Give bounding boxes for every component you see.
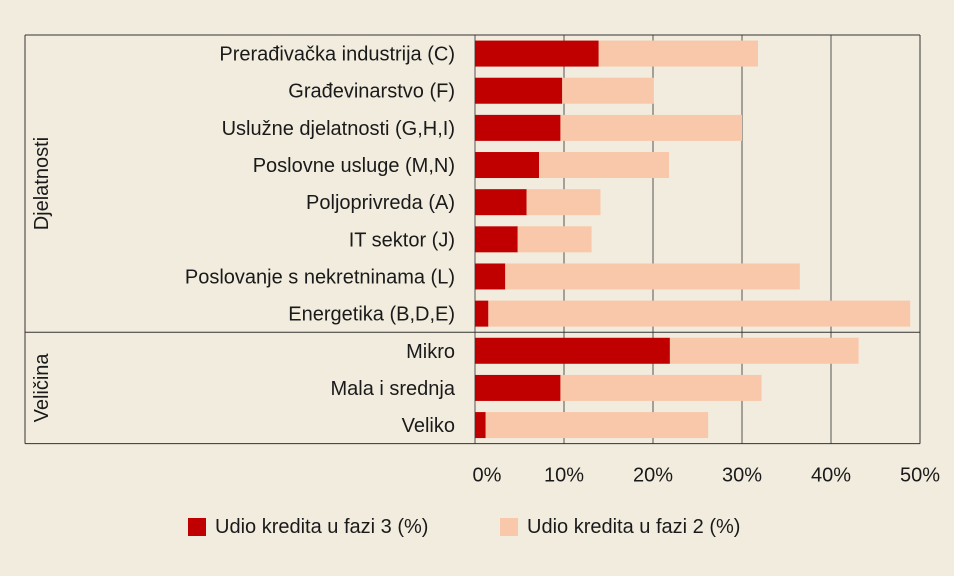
category-label-5: IT sektor (J): [349, 229, 455, 251]
bar-stage2-8: [669, 337, 859, 364]
bar-stage3-2: [475, 114, 561, 141]
category-label-1: Građevinarstvo (F): [288, 81, 455, 103]
x-tick-label-5: 50%: [900, 465, 940, 487]
legend-label-series-2: Udio kredita u fazi 2 (%): [527, 515, 741, 538]
group-label-velicina: Veličina: [31, 353, 53, 423]
legend-item-series-1: Udio kredita u fazi 3 (%): [188, 512, 428, 542]
category-label-6: Poslovanje s nekretninama (L): [185, 266, 455, 288]
bar-stage2-0: [598, 40, 759, 67]
bar-stage2-2: [560, 114, 742, 141]
bar-stage2-10: [485, 412, 709, 439]
bar-stage2-5: [517, 226, 592, 253]
bar-stage3-8: [475, 337, 670, 364]
group-label-djelatnosti: Djelatnosti: [31, 137, 53, 230]
x-tick-label-4: 40%: [811, 465, 851, 487]
bar-stage3-9: [475, 374, 561, 401]
x-tick-label-1: 10%: [544, 465, 584, 487]
bar-stage2-3: [539, 152, 670, 179]
bar-stage3-6: [475, 263, 506, 290]
legend-label-series-1: Udio kredita u fazi 3 (%): [215, 515, 429, 538]
bar-chart: Prerađivačka industrija (C) Građevinarstv…: [24, 34, 940, 487]
bar-stage3-4: [475, 189, 527, 216]
bar-stage2-7: [488, 300, 911, 327]
bar-stage3-0: [475, 40, 599, 67]
category-label-7: Energetika (B,D,E): [288, 304, 455, 326]
bar-stage2-1: [562, 77, 654, 104]
category-label-2: Uslužne djelatnosti (G,H,I): [222, 118, 455, 140]
bar-stage3-5: [475, 226, 518, 253]
category-label-8: Mikro: [406, 341, 455, 363]
legend-swatch-series-2: [500, 518, 518, 536]
category-label-10: Veliko: [402, 415, 455, 437]
bar-stage2-4: [526, 189, 601, 216]
bar-stage3-10: [475, 412, 486, 439]
legend-item-series-2: Udio kredita u fazi 2 (%): [500, 512, 740, 542]
bar-stage3-1: [475, 77, 563, 104]
category-label-4: Poljoprivreda (A): [306, 192, 455, 214]
category-label-9: Mala i srednja: [330, 378, 455, 400]
x-tick-label-3: 30%: [722, 465, 762, 487]
category-label-3: Poslovne usluge (M,N): [253, 155, 455, 177]
category-label-0: Prerađivačka industrija (C): [219, 44, 455, 66]
x-tick-label-0: 0%: [473, 465, 502, 487]
bar-stage2-9: [560, 374, 762, 401]
x-tick-label-2: 20%: [633, 465, 673, 487]
bar-stage2-6: [505, 263, 800, 290]
bar-stage3-3: [475, 152, 540, 179]
legend: Udio kredita u fazi 3 (%) Udio kredita u…: [0, 512, 954, 542]
legend-swatch-series-1: [188, 518, 206, 536]
bar-stage3-7: [475, 300, 489, 327]
